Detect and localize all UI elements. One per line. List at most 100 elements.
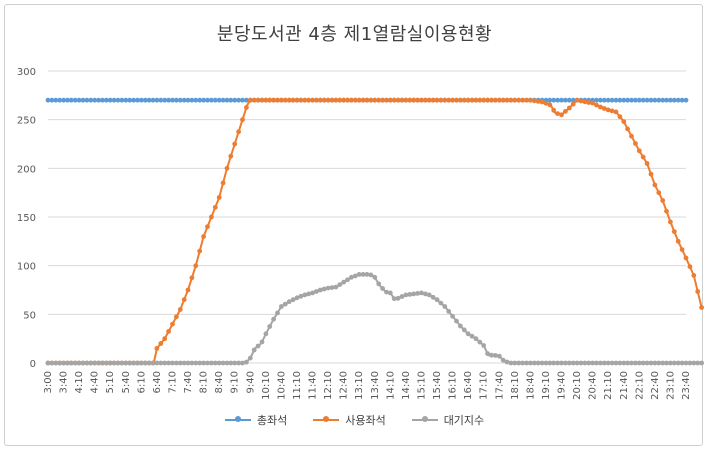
series-marker-1 — [629, 133, 634, 139]
series-marker-0 — [244, 97, 249, 103]
series-marker-2 — [551, 360, 557, 366]
series-marker-0 — [119, 97, 125, 103]
series-marker-1 — [380, 97, 385, 103]
series-marker-1 — [446, 97, 452, 103]
series-marker-1 — [601, 106, 607, 111]
series-marker-0 — [146, 97, 152, 103]
series-marker-1 — [372, 97, 378, 103]
series-marker-2 — [508, 360, 514, 366]
series-marker-0 — [640, 97, 646, 103]
series-marker-1 — [625, 126, 630, 132]
series-marker-2 — [282, 301, 288, 307]
series-marker-2 — [321, 286, 327, 292]
series-marker-1 — [664, 208, 669, 214]
legend-label-used-seats: 사용좌석 — [345, 414, 386, 427]
series-marker-0 — [228, 97, 234, 103]
series-marker-0 — [609, 97, 615, 103]
series-marker-0 — [683, 97, 689, 103]
series-marker-1 — [391, 97, 397, 103]
chart-title: 분당도서관 4층 제1열람실이용현황 — [216, 24, 493, 45]
series-marker-2 — [387, 290, 393, 296]
series-marker-2 — [473, 336, 479, 342]
series-marker-0 — [633, 97, 638, 103]
series-marker-0 — [232, 97, 238, 103]
series-marker-1 — [154, 346, 160, 351]
series-marker-0 — [566, 97, 572, 103]
series-marker-0 — [236, 97, 242, 103]
series-marker-0 — [679, 97, 685, 103]
series-marker-1 — [360, 97, 366, 103]
series-marker-0 — [123, 97, 129, 103]
series-marker-2 — [469, 333, 475, 339]
series-marker-0 — [613, 97, 619, 103]
series-marker-2 — [228, 360, 234, 366]
series-marker-2 — [496, 353, 502, 359]
x-tick-label: 15:10 — [416, 371, 427, 400]
series-marker-2 — [613, 360, 619, 366]
series-marker-2 — [123, 360, 129, 366]
x-tick-label: 16:10 — [448, 371, 459, 400]
series-marker-1 — [636, 148, 642, 154]
x-tick-label: 11:40 — [308, 371, 319, 400]
series-marker-2 — [578, 360, 584, 366]
legend-label-total-seats: 총좌석 — [256, 414, 288, 427]
series-marker-1 — [228, 153, 234, 159]
series-marker-1 — [683, 255, 689, 261]
series-line-2 — [48, 273, 702, 364]
series-marker-1 — [181, 297, 187, 303]
series-marker-0 — [61, 97, 66, 103]
series-marker-0 — [57, 97, 63, 103]
series-marker-2 — [679, 360, 685, 366]
series-marker-0 — [111, 97, 117, 103]
series-marker-2 — [633, 360, 638, 366]
x-tick-label: 10:40 — [276, 371, 287, 400]
series-marker-0 — [104, 97, 109, 103]
series-marker-0 — [547, 97, 553, 103]
x-tick-label: 3:00 — [43, 371, 54, 393]
series-marker-2 — [590, 360, 595, 366]
series-marker-2 — [695, 360, 701, 366]
series-marker-1 — [454, 97, 459, 103]
series-marker-1 — [333, 97, 339, 103]
series-marker-1 — [559, 112, 564, 118]
series-marker-0 — [201, 97, 207, 103]
series-marker-2 — [166, 360, 172, 366]
x-tick-label: 13:40 — [370, 371, 381, 400]
series-marker-1 — [485, 97, 490, 103]
series-marker-0 — [551, 97, 557, 103]
series-marker-1 — [286, 97, 292, 103]
series-marker-0 — [142, 97, 148, 103]
series-marker-0 — [139, 97, 144, 103]
series-marker-1 — [162, 336, 168, 342]
x-tick-label: 19:40 — [557, 371, 568, 400]
series-marker-1 — [376, 97, 382, 103]
series-marker-0 — [115, 97, 121, 103]
series-marker-1 — [594, 102, 599, 108]
series-marker-2 — [450, 313, 455, 319]
series-marker-2 — [570, 360, 576, 366]
x-tick-label: 3:40 — [59, 371, 70, 393]
series-marker-2 — [687, 360, 693, 366]
series-marker-2 — [489, 352, 494, 358]
series-marker-0 — [72, 97, 78, 103]
series-marker-2 — [111, 360, 117, 366]
series-marker-2 — [275, 310, 280, 316]
series-marker-1 — [403, 97, 409, 103]
series-marker-1 — [166, 329, 172, 334]
series-marker-1 — [349, 97, 354, 103]
series-marker-2 — [411, 291, 417, 297]
series-marker-2 — [520, 360, 525, 366]
series-marker-2 — [177, 360, 183, 366]
series-marker-2 — [617, 360, 623, 366]
series-marker-2 — [547, 360, 553, 366]
series-marker-1 — [356, 97, 362, 103]
series-marker-1 — [528, 97, 533, 103]
series-marker-2 — [244, 359, 249, 365]
series-marker-0 — [675, 97, 681, 103]
series-marker-1 — [481, 97, 487, 103]
legend-swatch-waiting-index — [411, 416, 438, 422]
x-tick-label: 14:10 — [385, 371, 396, 400]
series-marker-1 — [660, 198, 666, 203]
series-marker-1 — [671, 229, 677, 235]
